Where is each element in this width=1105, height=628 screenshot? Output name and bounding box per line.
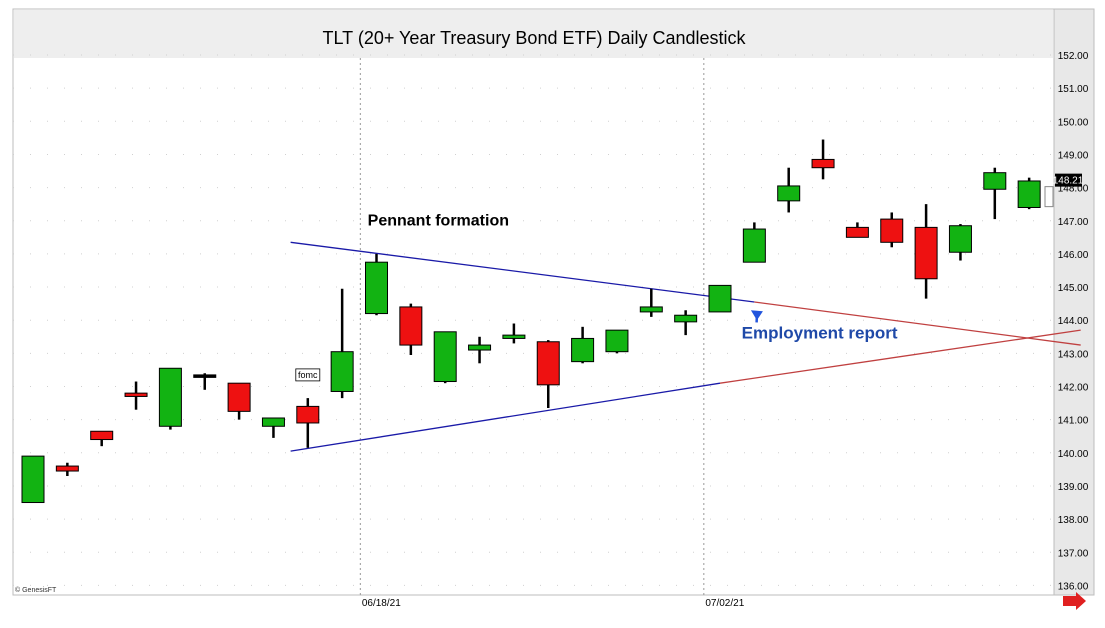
candle-body: [434, 332, 456, 382]
y-tick-label: 140.00: [1058, 449, 1089, 460]
candle-body: [469, 345, 491, 350]
candle-body: [194, 375, 216, 378]
candle-body: [675, 315, 697, 322]
candle-body: [159, 368, 181, 426]
candle-body: [331, 352, 353, 392]
candle-body: [606, 330, 628, 352]
pennant-label: Pennant formation: [368, 213, 509, 230]
candle-body: [778, 186, 800, 201]
y-tick-label: 149.00: [1058, 150, 1089, 161]
candle: [709, 285, 731, 312]
candle-body: [846, 227, 868, 237]
y-tick-label: 142.00: [1058, 383, 1089, 394]
candle: [606, 330, 628, 353]
plot-background: [13, 9, 1054, 595]
y-tick-label: 152.00: [1058, 51, 1089, 62]
y-tick-label: 144.00: [1058, 316, 1089, 327]
candle-body: [572, 338, 594, 361]
candle-body: [56, 466, 78, 471]
candle-body: [400, 307, 422, 345]
watermark: © GenesisFT: [15, 586, 57, 594]
last-price-label: 148.21: [1053, 176, 1084, 187]
candle-body: [640, 307, 662, 312]
candle-body: [812, 159, 834, 167]
candle: [366, 254, 388, 315]
candle: [22, 456, 44, 502]
candle-body: [503, 335, 525, 338]
x-tick-label: 07/02/21: [705, 598, 744, 609]
candle-body: [743, 229, 765, 262]
candle: [434, 332, 456, 383]
y-tick-label: 150.00: [1058, 117, 1089, 128]
y-tick-label: 147.00: [1058, 217, 1089, 228]
y-tick-label: 146.00: [1058, 250, 1089, 261]
y-tick-label: 145.00: [1058, 283, 1089, 294]
y-tick-label: 151.00: [1058, 84, 1089, 95]
y-tick-label: 136.00: [1058, 581, 1089, 592]
last-price-pointer: [1045, 187, 1053, 207]
chart-title: TLT (20+ Year Treasury Bond ETF) Daily C…: [322, 28, 746, 48]
candle-body: [1018, 181, 1040, 208]
candle-body: [881, 219, 903, 242]
candle-body: [537, 342, 559, 385]
candle: [159, 368, 181, 429]
candle-body: [984, 173, 1006, 190]
price-axis-panel: [1054, 9, 1094, 595]
y-tick-label: 139.00: [1058, 482, 1089, 493]
candle-body: [297, 406, 319, 423]
y-tick-label: 137.00: [1058, 548, 1089, 559]
fomc-label: fomc: [298, 370, 318, 380]
candle-body: [709, 285, 731, 312]
candle-body: [949, 226, 971, 253]
candle-body: [228, 383, 250, 411]
candle-body: [125, 393, 147, 396]
employment-label: Employment report: [742, 323, 898, 342]
candle-body: [22, 456, 44, 502]
candle-body: [915, 227, 937, 278]
y-tick-label: 141.00: [1058, 416, 1089, 427]
y-tick-label: 138.00: [1058, 515, 1089, 526]
candle-body: [91, 431, 113, 439]
x-tick-label: 06/18/21: [362, 598, 401, 609]
y-tick-label: 143.00: [1058, 349, 1089, 360]
candle: [1018, 178, 1040, 209]
candle-body: [366, 262, 388, 313]
candle-body: [262, 418, 284, 426]
